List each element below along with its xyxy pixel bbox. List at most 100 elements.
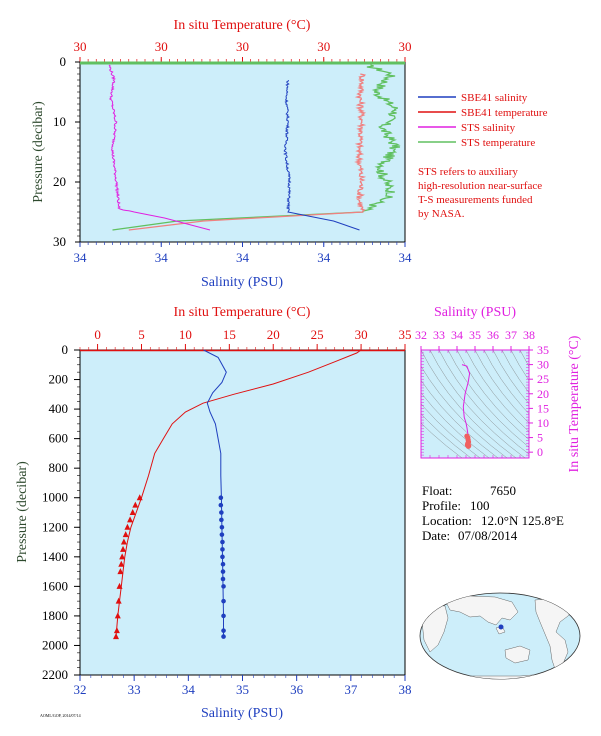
temperature-tick-label: 10 bbox=[179, 327, 192, 342]
density-contour bbox=[456, 350, 529, 440]
legend-label: STS temperature bbox=[461, 137, 535, 149]
top-tick-label: 30 bbox=[236, 39, 249, 54]
density-contour bbox=[483, 350, 529, 415]
bottom-tick-label: 34 bbox=[317, 250, 331, 265]
density-contour bbox=[438, 350, 529, 455]
continent-australia bbox=[504, 645, 531, 664]
temperature-marker bbox=[113, 633, 120, 640]
float-id: 7650 bbox=[490, 483, 516, 498]
salinity-tick-label: 32 bbox=[74, 682, 87, 697]
salinity-tick-label: 35 bbox=[236, 682, 249, 697]
ts-temperature-tick-label: 5 bbox=[537, 431, 543, 445]
bottom-tick-label: 34 bbox=[155, 250, 169, 265]
sts-note: STS refers to auxiliary high-resolution … bbox=[418, 166, 542, 220]
ts-curve bbox=[461, 364, 472, 449]
ts-temperature-tick-label: 30 bbox=[537, 358, 549, 372]
bottom-tick-label: 34 bbox=[74, 250, 88, 265]
density-contour bbox=[492, 350, 529, 405]
full-profile-series bbox=[113, 349, 362, 640]
pressure-tick-label: 1400 bbox=[42, 549, 68, 564]
salinity-marker bbox=[221, 584, 226, 589]
temperature-tick-label: 5 bbox=[138, 327, 145, 342]
ts-salinity-tick-label: 34 bbox=[451, 328, 463, 342]
ts-salinity-tick-label: 36 bbox=[487, 328, 499, 342]
ts-temperature-tick-label: 25 bbox=[537, 372, 549, 386]
ts-salinity-axis-label: Salinity (PSU) bbox=[434, 305, 516, 320]
date-label: Date: bbox=[422, 528, 450, 543]
top-tick-label: 30 bbox=[74, 39, 87, 54]
pressure-ticks: 0 10 20 30 bbox=[53, 54, 80, 249]
bottom-tick-label: 34 bbox=[399, 250, 413, 265]
temperature-tick-label: 20 bbox=[267, 327, 280, 342]
series-sbe41-salinity bbox=[283, 80, 360, 231]
temperature-tick-label: 25 bbox=[311, 327, 324, 342]
temperature-marker bbox=[115, 597, 122, 604]
float-label: Float: bbox=[422, 483, 452, 498]
top-tick-label: 30 bbox=[399, 39, 412, 54]
pressure-tick-label: 0 bbox=[60, 54, 67, 69]
note-line-4: by NASA. bbox=[418, 208, 465, 220]
full-profile-panel: In situ Temperature (°C) Salinity (PSU) … bbox=[15, 305, 412, 721]
temperature-marker bbox=[118, 560, 125, 567]
density-contour bbox=[421, 365, 508, 458]
top-temperature-ticks: 30 30 30 30 30 bbox=[74, 39, 412, 62]
temperature-tick-label: 15 bbox=[223, 327, 236, 342]
legend-label: SBE41 temperature bbox=[461, 107, 548, 119]
temperature-marker bbox=[114, 612, 121, 619]
salinity-marker bbox=[220, 554, 225, 560]
pressure-tick-label: 800 bbox=[49, 460, 69, 475]
near-surface-profile-panel: In situ Temperature (°C) 30 30 30 30 30 34 34… bbox=[31, 18, 412, 290]
series-sts-temperature bbox=[112, 64, 401, 231]
near-surface-plot-area bbox=[79, 61, 406, 243]
temperature-marker bbox=[122, 531, 129, 538]
ts-diagram-panel: Salinity (PSU) In situ Temperature (°C) … bbox=[415, 305, 582, 472]
temperature-marker bbox=[132, 501, 139, 508]
date-value: 07/08/2014 bbox=[458, 528, 518, 543]
pressure-tick-label: 1200 bbox=[42, 519, 68, 534]
ts-salinity-tick-label: 38 bbox=[523, 328, 535, 342]
pressure-tick-label: 1600 bbox=[42, 578, 68, 593]
full-profile-plot-area bbox=[79, 349, 406, 676]
temperature-marker bbox=[127, 516, 134, 523]
bottom-tick-label: 34 bbox=[236, 250, 250, 265]
salinity-tick-label: 38 bbox=[399, 682, 412, 697]
temperature-tick-label: 30 bbox=[355, 327, 368, 342]
salinity-marker bbox=[221, 628, 226, 633]
ts-temperature-tick-label: 0 bbox=[537, 445, 543, 459]
profile-number: 100 bbox=[470, 498, 490, 513]
salinity-marker bbox=[219, 524, 225, 530]
pressure-tick-label: 20 bbox=[53, 174, 66, 189]
legend-label: SBE41 salinity bbox=[461, 92, 528, 104]
bottom-salinity-ticks: 34 34 34 34 34 bbox=[74, 242, 413, 265]
pressure-tick-label: 10 bbox=[53, 114, 66, 129]
salinity-marker bbox=[219, 532, 225, 537]
salinity-marker bbox=[220, 569, 226, 574]
temperature-profile-line bbox=[115, 349, 362, 637]
salinity-marker bbox=[218, 502, 224, 508]
salinity-marker bbox=[220, 547, 225, 552]
pressure-tick-label: 2000 bbox=[42, 637, 68, 652]
ts-salinity-tick-label: 33 bbox=[433, 328, 445, 342]
near-surface-series bbox=[108, 62, 405, 231]
ts-salinity-tick-label: 35 bbox=[469, 328, 481, 342]
top-temperature-axis-label: In situ Temperature (°C) bbox=[174, 18, 311, 33]
density-contour bbox=[510, 350, 529, 381]
density-contour bbox=[447, 350, 529, 448]
temperature-marker bbox=[119, 553, 126, 560]
salinity-marker bbox=[220, 539, 225, 545]
top-tick-label: 30 bbox=[155, 39, 168, 54]
density-contour bbox=[429, 350, 526, 458]
float-location-marker bbox=[498, 624, 504, 630]
profile-label: Profile: bbox=[422, 498, 461, 513]
ts-temperature-tick-label: 15 bbox=[537, 401, 549, 415]
density-contour bbox=[421, 392, 490, 458]
footer-tag: AOML/GOP, 2014/07/14 bbox=[40, 713, 81, 719]
temperature-marker bbox=[120, 538, 127, 545]
top-tick-label: 30 bbox=[317, 39, 330, 54]
salinity-tick-label: 37 bbox=[344, 682, 358, 697]
location-value: 12.0°N 125.8°E bbox=[481, 513, 564, 528]
temperature-tick-label: 35 bbox=[399, 327, 412, 342]
salinity-tick-label: 36 bbox=[290, 682, 304, 697]
pressure-tick-label: 2200 bbox=[42, 667, 68, 682]
